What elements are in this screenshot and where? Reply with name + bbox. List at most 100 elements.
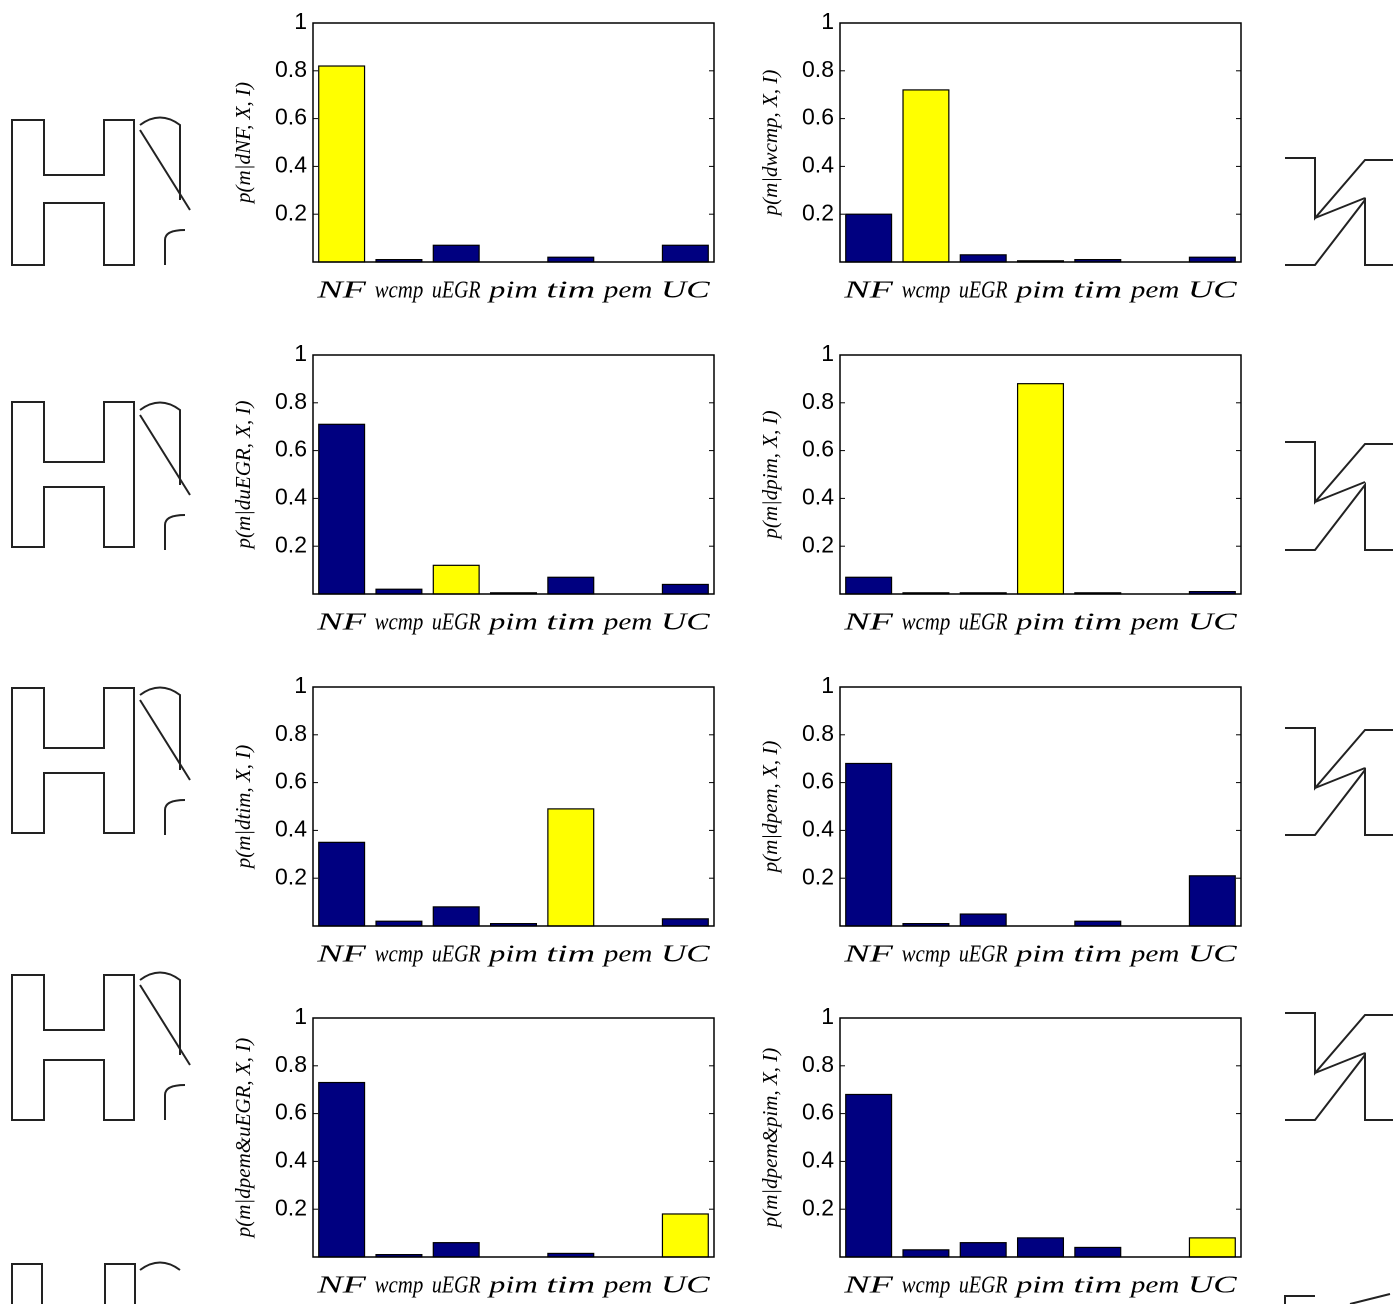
bar	[903, 1250, 949, 1257]
y-tick-label: 0.8	[802, 56, 834, 82]
x-tick-label: wcmp	[902, 942, 951, 968]
x-tick-label: pem	[1128, 278, 1179, 304]
x-tick-label: NF	[843, 1273, 894, 1299]
x-tick-label: wcmp	[375, 278, 424, 304]
x-tick-label: NF	[316, 1273, 367, 1299]
y-axis-label: p(m|dNF, X, I)	[231, 82, 255, 205]
y-tick-label: 0.8	[275, 56, 307, 82]
x-tick-label: NF	[843, 942, 894, 968]
x-tick-label: pim	[1013, 942, 1064, 968]
y-tick-label: 0.6	[275, 768, 307, 794]
x-tick-label: pem	[601, 942, 652, 968]
bar	[960, 914, 1006, 926]
x-tick-label: uEGR	[432, 1273, 481, 1299]
y-tick-label: 0.8	[275, 720, 307, 746]
y-tick-label: 0.8	[275, 1051, 307, 1077]
bar	[846, 577, 892, 594]
x-tick-label: wcmp	[902, 610, 951, 636]
x-tick-label: tim	[1073, 278, 1122, 304]
x-tick-label: pem	[601, 610, 652, 636]
x-tick-label: tim	[546, 942, 595, 968]
x-tick-label: UC	[661, 942, 711, 968]
bar	[433, 907, 479, 926]
y-tick-label: 0.4	[802, 1146, 834, 1172]
axes-frame	[840, 1018, 1241, 1257]
x-tick-label: NF	[316, 278, 367, 304]
y-tick-label: 1	[821, 1003, 834, 1029]
y-tick-label: 0.6	[802, 436, 834, 462]
x-tick-label: tim	[1073, 942, 1122, 968]
x-tick-label: pim	[1013, 610, 1064, 636]
x-tick-label: pem	[1128, 1273, 1179, 1299]
bar	[903, 90, 949, 262]
x-tick-label: tim	[546, 1273, 595, 1299]
x-tick-label: UC	[661, 1273, 711, 1299]
bar	[846, 214, 892, 262]
x-tick-label: UC	[1188, 1273, 1238, 1299]
bar	[960, 1243, 1006, 1257]
y-tick-label: 0.2	[275, 863, 307, 889]
x-tick-label: wcmp	[375, 1273, 424, 1299]
bar	[319, 842, 365, 926]
x-tick-label: wcmp	[902, 1273, 951, 1299]
y-axis-label: p(m|dtim, X, I)	[231, 745, 255, 871]
x-tick-label: uEGR	[959, 942, 1008, 968]
y-axis-label: p(m|dpem&pim, X, I)	[758, 1048, 782, 1230]
x-tick-label: pim	[1013, 1273, 1064, 1299]
x-tick-label: NF	[316, 942, 367, 968]
axes-frame	[313, 1018, 714, 1257]
y-tick-label: 0.2	[802, 863, 834, 889]
x-tick-label: uEGR	[959, 1273, 1008, 1299]
x-tick-label: tim	[546, 278, 595, 304]
y-tick-label: 0.8	[802, 1051, 834, 1077]
y-tick-label: 0.4	[802, 483, 834, 509]
bar	[1018, 384, 1064, 594]
x-tick-label: tim	[1073, 610, 1122, 636]
bar	[662, 245, 708, 262]
subplot: 0.20.40.60.81NFwcmpuEGRpimtimpemUCp(m|dt…	[231, 672, 714, 967]
y-tick-label: 0.8	[275, 388, 307, 414]
bar	[548, 809, 594, 926]
subplot: 0.20.40.60.81NFwcmpuEGRpimtimpemUCp(m|dp…	[231, 1003, 714, 1298]
y-tick-label: 0.8	[802, 388, 834, 414]
bar	[1189, 1238, 1235, 1257]
bar	[662, 919, 708, 926]
bar	[433, 1243, 479, 1257]
subplot: 0.20.40.60.81NFwcmpuEGRpimtimpemUCp(m|dN…	[231, 8, 714, 303]
x-tick-label: pim	[486, 942, 537, 968]
y-tick-label: 0.6	[275, 104, 307, 130]
x-tick-label: UC	[1188, 278, 1238, 304]
figure: 0.20.40.60.81NFwcmpuEGRpimtimpemUCp(m|dN…	[0, 0, 1393, 1304]
x-tick-label: NF	[316, 610, 367, 636]
x-tick-label: pem	[1128, 610, 1179, 636]
y-tick-label: 0.4	[802, 815, 834, 841]
y-tick-label: 0.2	[275, 1194, 307, 1220]
y-axis-label: p(m|dpem&uEGR, X, I)	[231, 1038, 255, 1239]
subplot: 0.20.40.60.81NFwcmpuEGRpimtimpemUCp(m|dw…	[758, 8, 1241, 303]
y-tick-label: 0.2	[275, 531, 307, 557]
y-tick-label: 0.6	[802, 104, 834, 130]
x-tick-label: uEGR	[432, 278, 481, 304]
y-tick-label: 1	[821, 340, 834, 366]
y-tick-label: 1	[294, 8, 307, 34]
y-axis-label: p(m|dwcmp, X, I)	[758, 70, 782, 218]
x-tick-label: uEGR	[959, 278, 1008, 304]
bar	[433, 245, 479, 262]
x-tick-label: uEGR	[959, 610, 1008, 636]
x-tick-label: NF	[843, 278, 894, 304]
x-tick-label: UC	[1188, 610, 1238, 636]
y-tick-label: 0.8	[802, 720, 834, 746]
y-tick-label: 0.6	[275, 1099, 307, 1125]
y-tick-label: 0.6	[275, 436, 307, 462]
x-tick-label: wcmp	[902, 278, 951, 304]
bar	[846, 1094, 892, 1257]
y-tick-label: 0.2	[802, 531, 834, 557]
bar	[1189, 876, 1235, 926]
x-tick-label: pim	[1013, 278, 1064, 304]
axes-frame	[840, 687, 1241, 926]
bar	[319, 66, 365, 262]
x-tick-label: UC	[661, 278, 711, 304]
x-tick-label: pim	[486, 1273, 537, 1299]
